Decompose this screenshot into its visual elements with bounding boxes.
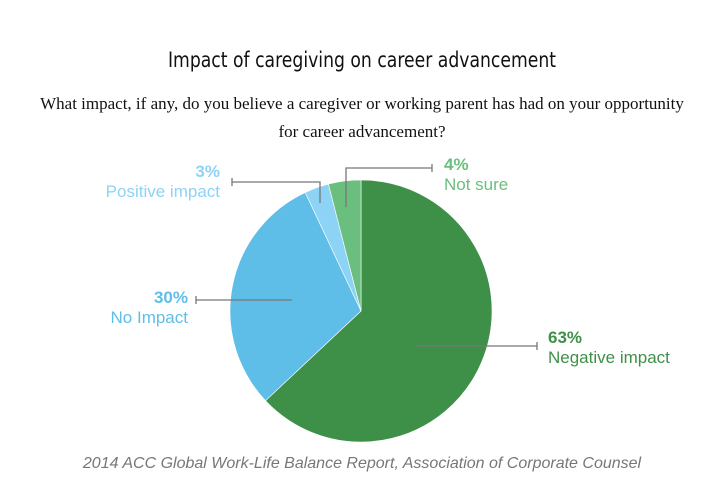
name-not-sure: Not sure <box>444 175 509 194</box>
label-negative: 63% Negative impact <box>548 328 670 368</box>
name-positive: Positive impact <box>105 182 220 201</box>
leader-line-positive <box>232 181 321 203</box>
pct-not-sure: 4% <box>444 155 469 174</box>
label-not-sure: 4% Not sure <box>444 155 508 195</box>
label-positive: 3% Positive impact <box>106 162 220 202</box>
name-negative: Negative impact <box>548 348 670 367</box>
pie-slice-not-sure <box>328 179 362 312</box>
pie-slice-no-impact <box>229 192 362 402</box>
name-no-impact: No Impact <box>110 308 188 327</box>
pie-slice-negative <box>265 179 493 443</box>
chart-source: 2014 ACC Global Work-Life Balance Report… <box>82 455 642 472</box>
leader-line-not-sure <box>345 167 432 207</box>
pct-negative: 63% <box>548 328 583 347</box>
pct-positive: 3% <box>195 162 220 181</box>
chart-subtitle: What impact, if any, do you believe a ca… <box>40 94 684 141</box>
pct-no-impact: 30% <box>153 288 188 307</box>
label-no-impact: 30% No Impact <box>111 288 188 328</box>
chart-title: Impact of caregiving on career advanceme… <box>167 48 557 72</box>
